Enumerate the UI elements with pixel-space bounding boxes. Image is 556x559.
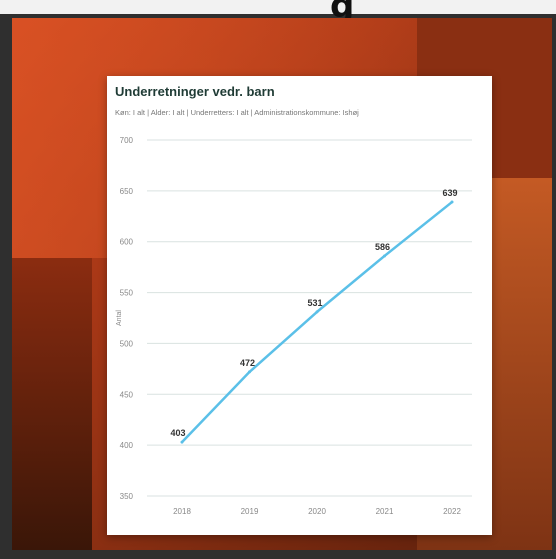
data-label: 472: [240, 358, 255, 368]
data-label: 639: [442, 188, 457, 198]
y-tick-label: 550: [120, 289, 134, 298]
data-point: [248, 370, 251, 374]
data-point: [450, 200, 454, 204]
data-point: [180, 440, 184, 444]
data-point: [315, 310, 319, 314]
line-chart: 350 400 450 500 550 600 650 700 Antal 2018 2019 202…: [116, 136, 472, 516]
series-line: [180, 200, 454, 444]
chart-title: Underretninger vedr. barn: [115, 84, 275, 99]
top-strip: g: [0, 0, 556, 26]
x-tick-label: 2019: [241, 507, 259, 516]
chart-subtitle: Køn: I alt | Alder: I alt | Underretters…: [115, 108, 359, 117]
x-tick-label: 2022: [443, 507, 461, 516]
data-label: 586: [375, 242, 390, 252]
y-tick-label: 650: [120, 187, 134, 196]
x-tick-label: 2018: [173, 507, 191, 516]
data-label: 531: [307, 298, 322, 308]
chart-card: Underretninger vedr. barn Køn: I alt | A…: [107, 76, 492, 535]
x-tick-label: 2020: [308, 507, 326, 516]
data-label: 403: [170, 428, 185, 438]
x-tick-label: 2021: [376, 507, 394, 516]
y-tick-label: 450: [120, 390, 134, 399]
data-point: [383, 254, 386, 258]
y-tick-label: 700: [120, 136, 134, 145]
y-tick-label: 600: [120, 238, 134, 247]
y-axis-label: Antal: [116, 310, 123, 326]
background-frame: Underretninger vedr. barn Køn: I alt | A…: [12, 18, 552, 550]
y-tick-label: 400: [120, 441, 134, 450]
y-tick-label: 350: [120, 492, 134, 501]
y-tick-label: 500: [120, 339, 134, 348]
